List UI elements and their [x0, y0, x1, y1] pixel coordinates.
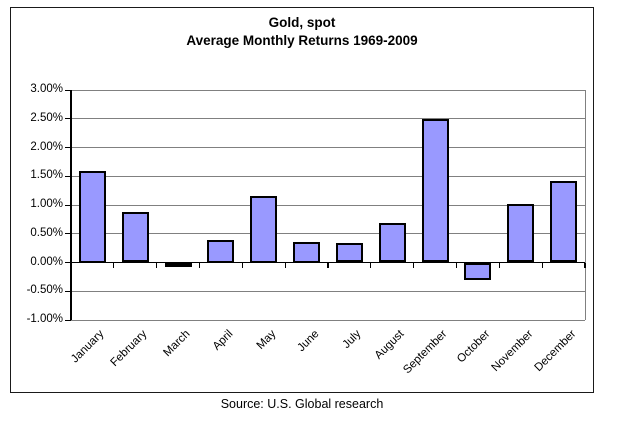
chart-title-line1: Gold, spot — [268, 15, 336, 30]
chart-title-line2: Average Monthly Returns 1969-2009 — [186, 33, 418, 48]
chart-title: Gold, spot Average Monthly Returns 1969-… — [10, 14, 594, 50]
chart-frame — [10, 7, 594, 393]
source-caption: Source: U.S. Global research — [220, 397, 384, 411]
